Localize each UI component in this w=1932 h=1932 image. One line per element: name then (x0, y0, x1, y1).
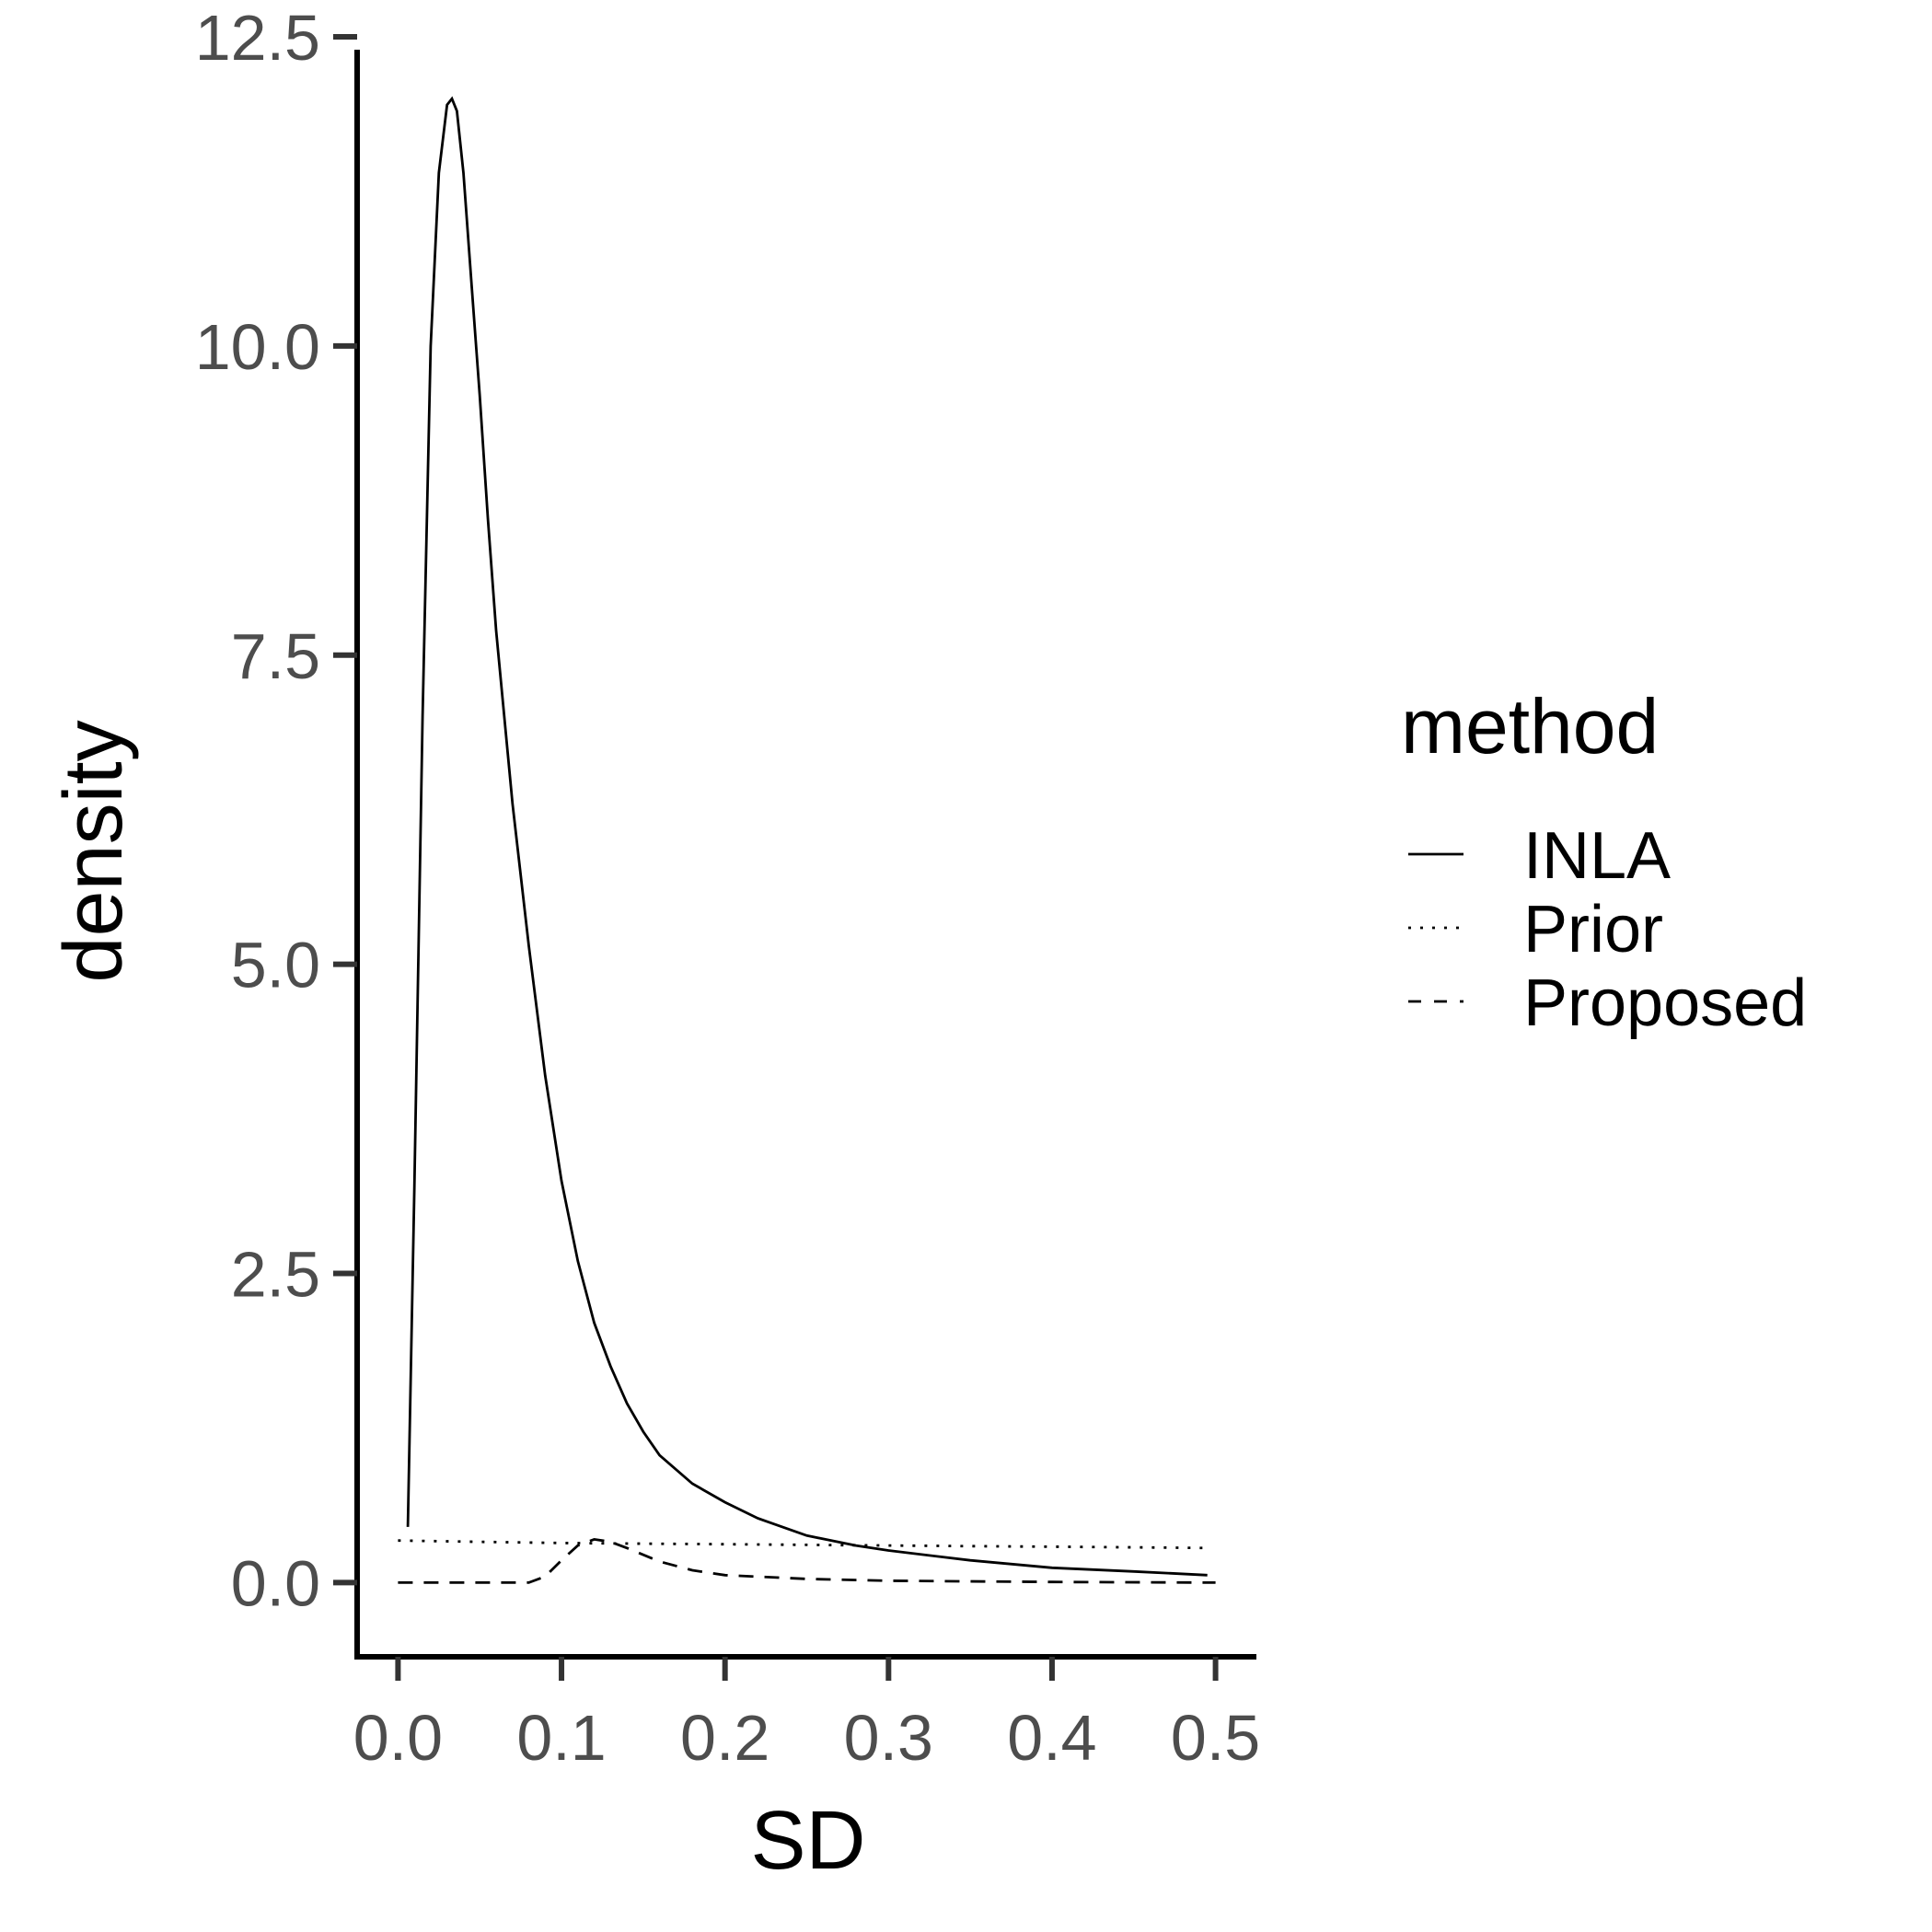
legend-title: method (1401, 683, 1659, 769)
x-axis-title: SD (750, 1795, 865, 1887)
legend-label-prior: Prior (1523, 893, 1663, 966)
y-tick-label: 7.5 (231, 620, 320, 692)
x-tick-label: 0.5 (1171, 1702, 1260, 1774)
x-tick-label: 0.3 (844, 1702, 933, 1774)
series-line-prior (398, 1539, 1208, 1550)
legend-label-inla: INLA (1523, 819, 1671, 893)
y-axis-title: density (48, 720, 140, 982)
legend-label-proposed: Proposed (1523, 966, 1807, 1040)
y-tick-label: 5.0 (231, 930, 320, 1001)
y-tick-label: 10.0 (195, 311, 320, 383)
y-tick-label: 2.5 (231, 1239, 320, 1311)
y-tick-label: 0.0 (231, 1547, 320, 1619)
axes-layer: 0.0 0.1 0.2 0.3 0.4 0.5 0.0 2.5 5.0 7.5 10.0 12.5 (195, 2, 1260, 1774)
x-tick-label: 0.4 (1007, 1702, 1096, 1774)
series-line-proposed (398, 1537, 1216, 1584)
x-tick-label: 0.1 (516, 1702, 606, 1774)
series-line-inla (406, 96, 1208, 1577)
x-tick-label: 0.2 (680, 1702, 769, 1774)
x-tick-label: 0.0 (353, 1702, 443, 1774)
series-layer (398, 96, 1216, 1584)
y-tick-label: 12.5 (195, 2, 320, 74)
